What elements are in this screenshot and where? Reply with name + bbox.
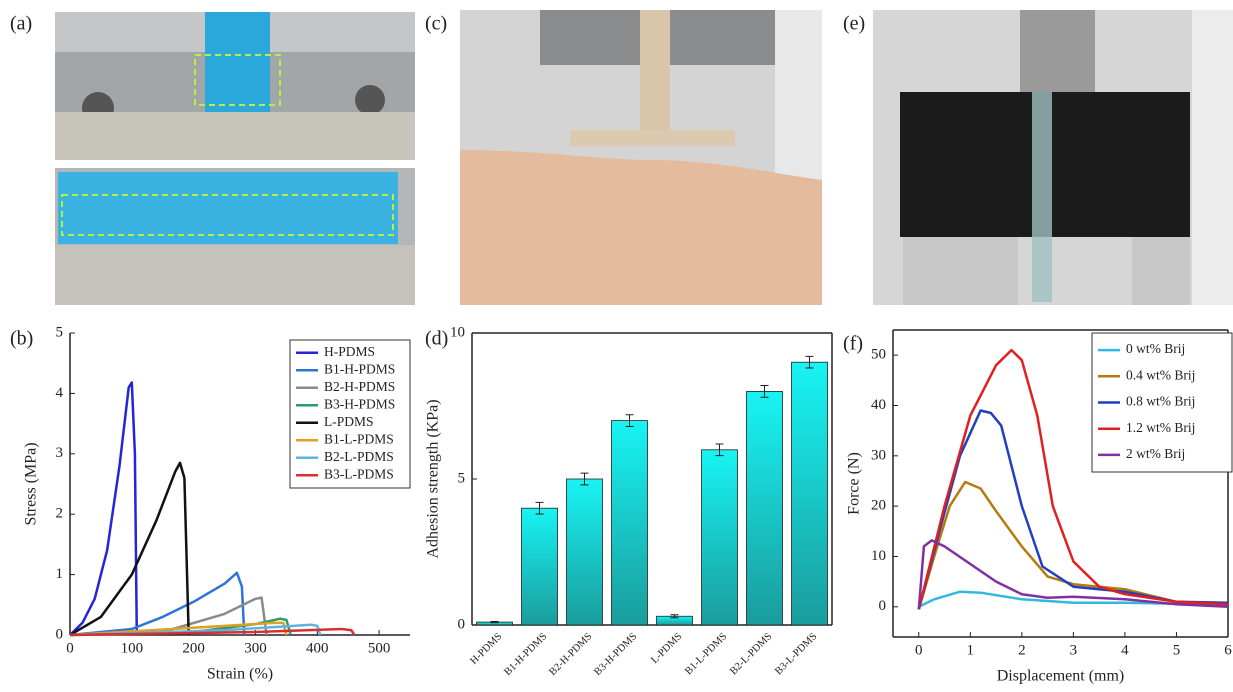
x-axis-label: Displacement (mm) xyxy=(997,668,1125,685)
x-tick-label: 4 xyxy=(1121,642,1129,658)
legend-label: 0.8 wt% Brij xyxy=(1126,394,1195,409)
y-tick-label: 30 xyxy=(871,447,886,463)
legend-label: B2-L-PDMS xyxy=(324,449,394,464)
x-tick-label: B2-H-PDMS xyxy=(547,631,594,678)
figure: (a) (b) (c) (d) (e) (f) 0123450100200300… xyxy=(0,0,1233,687)
photo-a xyxy=(55,12,415,305)
line-series xyxy=(919,540,1228,609)
x-tick-label: B3-H-PDMS xyxy=(592,631,639,678)
bar xyxy=(522,508,558,625)
legend-label: B1-H-PDMS xyxy=(324,361,395,376)
y-tick-label: 50 xyxy=(871,347,886,363)
x-tick-label: 500 xyxy=(368,640,391,656)
y-tick-label: 0 xyxy=(458,616,466,632)
panel-label: (b) xyxy=(10,328,33,350)
panel-label: (f) xyxy=(843,333,863,355)
x-tick-label: B3-L-PDMS xyxy=(773,631,819,677)
legend-label: L-PDMS xyxy=(324,414,374,429)
x-tick-label: 200 xyxy=(182,640,205,656)
x-tick-label: 5 xyxy=(1173,642,1181,658)
y-tick-label: 5 xyxy=(458,470,466,486)
x-axis-label: Strain (%) xyxy=(207,666,273,683)
panel-label: (e) xyxy=(843,13,865,35)
y-tick-label: 0 xyxy=(56,626,64,642)
x-tick-label: 0 xyxy=(66,640,74,656)
bar xyxy=(612,421,648,625)
x-tick-label: 6 xyxy=(1224,642,1232,658)
panel-label: (a) xyxy=(10,13,32,35)
x-tick-label: 400 xyxy=(306,640,329,656)
x-tick-label: 100 xyxy=(121,640,144,656)
y-tick-label: 2 xyxy=(56,506,64,522)
y-axis-label: Force (N) xyxy=(846,452,863,515)
y-tick-label: 40 xyxy=(871,397,886,413)
x-tick-label: 300 xyxy=(244,640,267,656)
y-tick-label: 0 xyxy=(879,598,887,614)
line-series xyxy=(70,383,137,636)
x-tick-label: 2 xyxy=(1018,642,1026,658)
legend-label: B3-H-PDMS xyxy=(324,396,395,411)
legend-label: 2 wt% Brij xyxy=(1126,446,1185,461)
y-axis-label: Stress (MPa) xyxy=(23,442,40,525)
bar xyxy=(702,450,738,625)
legend-label: 1.2 wt% Brij xyxy=(1126,420,1195,435)
x-tick-label: 1 xyxy=(967,642,975,658)
panel-label: (c) xyxy=(425,13,447,35)
legend-label: H-PDMS xyxy=(324,344,375,359)
line-series xyxy=(70,463,189,635)
x-tick-label: B1-H-PDMS xyxy=(502,631,549,678)
legend-label: B3-L-PDMS xyxy=(324,466,394,481)
x-tick-label: 0 xyxy=(915,642,923,658)
legend-label: 0 wt% Brij xyxy=(1126,341,1185,356)
bar xyxy=(567,479,603,625)
x-tick-label: L-PDMS xyxy=(649,631,684,666)
photo-e xyxy=(873,10,1233,305)
x-tick-label: 3 xyxy=(1070,642,1078,658)
y-tick-label: 5 xyxy=(56,324,64,340)
x-tick-label: B2-L-PDMS xyxy=(728,631,774,677)
panel-label: (d) xyxy=(425,328,448,350)
x-tick-label: B1-L-PDMS xyxy=(683,631,729,677)
x-tick-label: H-PDMS xyxy=(468,631,504,667)
y-tick-label: 20 xyxy=(871,498,886,514)
y-axis-label: Adhesion strength (KPa) xyxy=(425,399,442,558)
photo-c xyxy=(460,10,822,305)
bar xyxy=(747,391,783,625)
y-tick-label: 10 xyxy=(871,548,886,564)
legend-label: B2-H-PDMS xyxy=(324,379,395,394)
legend-label: 0.4 wt% Brij xyxy=(1126,367,1195,382)
legend-label: B1-L-PDMS xyxy=(324,431,394,446)
bar xyxy=(792,362,828,625)
y-tick-label: 1 xyxy=(56,566,64,582)
y-tick-label: 10 xyxy=(450,324,465,340)
line-series xyxy=(919,482,1228,609)
y-tick-label: 4 xyxy=(56,385,64,401)
y-tick-label: 3 xyxy=(56,445,64,461)
